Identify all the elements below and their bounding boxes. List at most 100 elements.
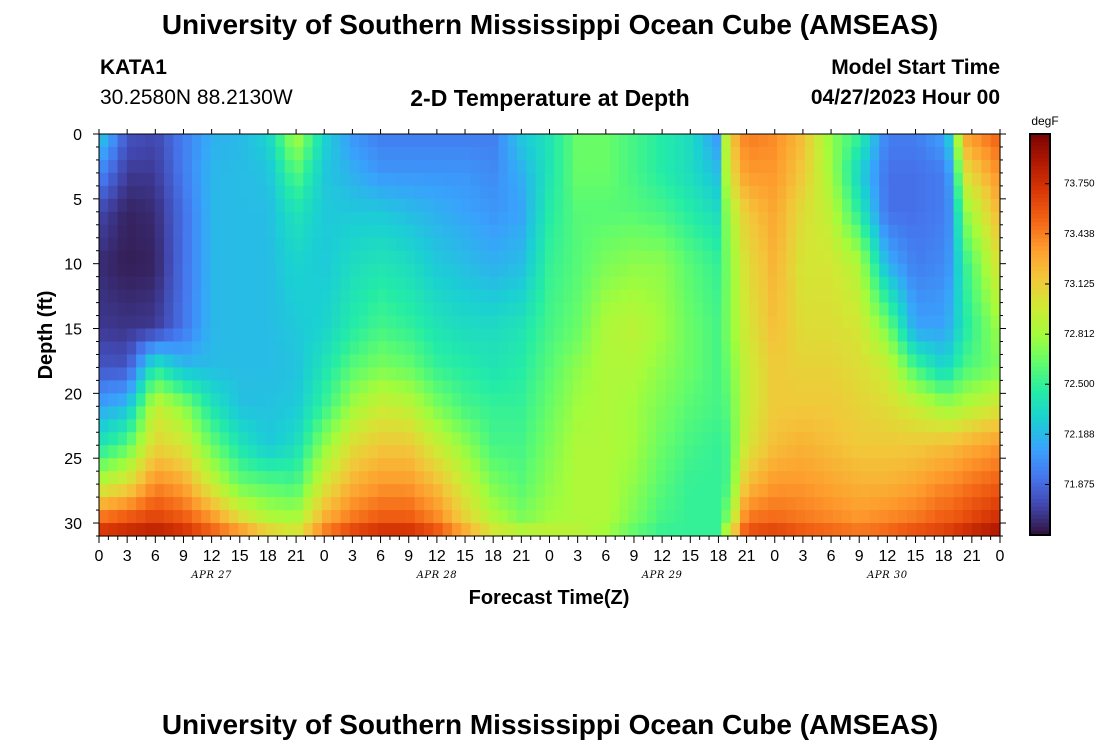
- heatmap-cell: [433, 510, 444, 524]
- heatmap-cell: [219, 276, 230, 291]
- heatmap-cell: [582, 367, 592, 381]
- heatmap-cell: [777, 354, 787, 369]
- heatmap-cell: [238, 146, 249, 161]
- heatmap-cell: [516, 198, 527, 213]
- heatmap-cell: [591, 484, 602, 498]
- heatmap-cell: [749, 224, 760, 239]
- heatmap-cell: [461, 523, 472, 537]
- heatmap-cell: [256, 211, 267, 226]
- heatmap-cell: [832, 419, 843, 433]
- heatmap-cell: [758, 146, 769, 161]
- heatmap-cell: [99, 341, 109, 356]
- heatmap-cell: [888, 211, 899, 226]
- heatmap-cell: [229, 393, 239, 407]
- colorbar-unit: degF: [1031, 114, 1058, 128]
- heatmap-cell: [832, 134, 843, 148]
- heatmap-cell: [814, 523, 825, 537]
- heatmap-cell: [154, 224, 165, 239]
- heatmap-cell: [758, 341, 769, 356]
- colorbar-tick-label: 73.125: [1064, 279, 1095, 290]
- heatmap-cell: [767, 471, 778, 485]
- heatmap-cell: [712, 289, 722, 304]
- heatmap-cell: [256, 393, 267, 407]
- heatmap-cell: [860, 134, 871, 148]
- heatmap-cell: [201, 237, 212, 252]
- heatmap-cell: [191, 134, 202, 148]
- heatmap-cell: [851, 419, 862, 433]
- heatmap-cell: [879, 445, 890, 459]
- heatmap-cell: [331, 471, 342, 485]
- heatmap-cell: [516, 406, 527, 420]
- heatmap-cell: [591, 159, 602, 174]
- heatmap-cell: [331, 367, 342, 381]
- heatmap-cell: [544, 445, 555, 459]
- heatmap-cell: [433, 328, 444, 343]
- heatmap-cell: [609, 302, 620, 317]
- heatmap-cell: [201, 146, 212, 161]
- heatmap-cell: [628, 471, 639, 485]
- heatmap-cell: [331, 250, 342, 265]
- heatmap-cell: [860, 354, 871, 369]
- heatmap-cell: [609, 445, 620, 459]
- heatmap-cell: [117, 445, 128, 459]
- heatmap-cell: [832, 354, 843, 369]
- heatmap-cell: [359, 159, 369, 174]
- heatmap-cell: [516, 432, 527, 446]
- heatmap-cell: [451, 367, 462, 381]
- colorbar-segment: [1030, 290, 1050, 295]
- heatmap-cell: [637, 315, 648, 330]
- heatmap-cell: [331, 484, 342, 498]
- heatmap-cell: [386, 341, 397, 356]
- heatmap-cell: [451, 302, 462, 317]
- heatmap-cell: [396, 458, 407, 472]
- heatmap-cell: [591, 134, 602, 148]
- heatmap-cell: [247, 471, 258, 485]
- heatmap-cell: [312, 211, 323, 226]
- heatmap-cell: [665, 159, 676, 174]
- heatmap-cell: [201, 328, 212, 343]
- heatmap-cell: [628, 237, 639, 252]
- heatmap-cell: [860, 185, 871, 200]
- heatmap-cell: [702, 237, 713, 252]
- heatmap-cell: [972, 432, 983, 446]
- heatmap-cell: [386, 380, 397, 394]
- heatmap-cell: [117, 497, 128, 511]
- heatmap-cell: [702, 172, 713, 187]
- heatmap-cell: [739, 172, 750, 187]
- heatmap-cell: [294, 250, 304, 265]
- heatmap-cell: [479, 497, 490, 511]
- heatmap-cell: [953, 276, 964, 291]
- heatmap-cell: [944, 484, 955, 498]
- heatmap-cell: [786, 224, 797, 239]
- heatmap-cell: [544, 341, 555, 356]
- heatmap-cell: [925, 315, 936, 330]
- heatmap-cell: [275, 198, 286, 213]
- heatmap-cell: [470, 419, 481, 433]
- colorbar-segment: [1030, 170, 1050, 175]
- heatmap-cell: [647, 419, 657, 433]
- heatmap-cell: [442, 198, 453, 213]
- heatmap-cell: [934, 458, 945, 472]
- heatmap-cell: [786, 497, 797, 511]
- heatmap-cell: [897, 289, 908, 304]
- heatmap-cell: [962, 263, 973, 278]
- heatmap-cell: [256, 159, 267, 174]
- heatmap-cell: [693, 497, 704, 511]
- colorbar-segment: [1030, 382, 1050, 388]
- heatmap-cell: [461, 250, 472, 265]
- heatmap-cell: [99, 302, 109, 317]
- heatmap-cell: [182, 367, 193, 381]
- heatmap-cell: [136, 328, 147, 343]
- heatmap-cell: [479, 172, 490, 187]
- heatmap-cell: [331, 354, 342, 369]
- heatmap-cell: [609, 354, 620, 369]
- heatmap-cell: [888, 237, 899, 252]
- heatmap-cell: [266, 276, 277, 291]
- heatmap-cell: [702, 185, 713, 200]
- heatmap-cell: [962, 458, 973, 472]
- heatmap-cell: [498, 263, 509, 278]
- colorbar-segment: [1030, 238, 1050, 243]
- heatmap-cell: [247, 419, 258, 433]
- day-label: APR 30: [866, 570, 908, 581]
- heatmap-cell: [377, 315, 388, 330]
